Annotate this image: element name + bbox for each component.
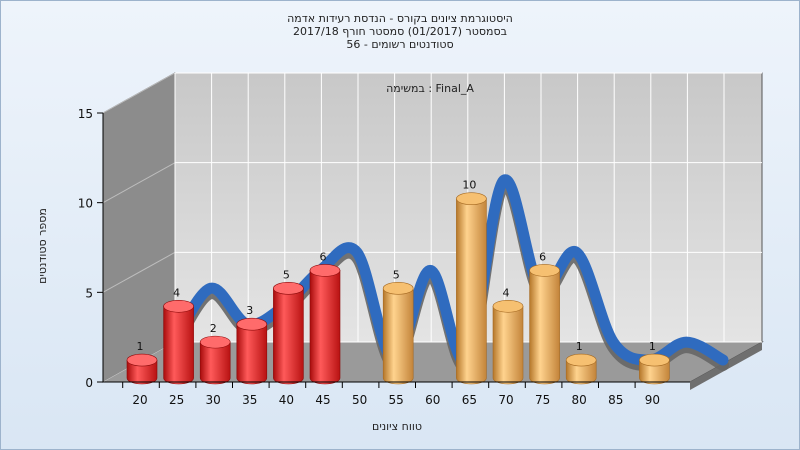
bar-top-35 xyxy=(236,317,268,331)
y-tick-label-2: 10 xyxy=(78,197,93,211)
wall-gridline-2 xyxy=(102,162,176,204)
chart-subtitle-1: בסמסטר (01/2017) סמסטר חורף 2017/18 xyxy=(293,25,507,38)
chart-title: היסטוגרמת ציונים בקורס - הנדסת רעידות אד… xyxy=(287,12,513,25)
y-tick-label-1: 5 xyxy=(85,286,93,300)
bar-body-35 xyxy=(236,323,268,385)
data-label-70: 4 xyxy=(503,286,510,299)
x-tick-label-60: 60 xyxy=(425,393,440,407)
bar-45: 6 xyxy=(309,250,341,385)
data-label-20: 1 xyxy=(137,340,144,353)
x-tick-label-65: 65 xyxy=(462,393,477,407)
bar-80: 1 xyxy=(565,340,597,385)
bar-body-65 xyxy=(456,198,487,385)
x-tick-label-90: 90 xyxy=(645,393,660,407)
y-axis-label: מספר סטודנטים xyxy=(36,208,49,284)
bar-90: 1 xyxy=(639,340,670,385)
bar-body-55 xyxy=(382,288,414,385)
data-label-55: 5 xyxy=(393,268,400,281)
data-label-65: 10 xyxy=(462,179,476,192)
bar-body-75 xyxy=(529,270,560,385)
data-label-75: 6 xyxy=(539,250,546,263)
bar-55: 5 xyxy=(382,268,414,385)
data-label-25: 4 xyxy=(173,286,180,299)
wall-gridline-3 xyxy=(102,72,176,114)
data-label-40: 5 xyxy=(283,268,290,281)
x-tick-label-20: 20 xyxy=(132,393,147,407)
bar-top-55 xyxy=(382,282,414,295)
bar-body-30 xyxy=(199,341,231,385)
bar-65: 10 xyxy=(456,179,487,385)
data-label-30: 2 xyxy=(210,322,217,335)
bar-body-80 xyxy=(565,359,597,385)
x-axis-label: טווח ציונים xyxy=(372,420,422,433)
x-tick-label-85: 85 xyxy=(608,393,623,407)
x-tick-label-30: 30 xyxy=(206,393,221,407)
data-label-80: 1 xyxy=(576,340,583,353)
bar-top-40 xyxy=(273,282,304,295)
x-tick-label-45: 45 xyxy=(315,393,330,407)
bar-25: 4 xyxy=(163,286,194,385)
x-tick-label-35: 35 xyxy=(242,393,257,407)
bar-30: 2 xyxy=(199,322,231,385)
bar-top-90 xyxy=(639,353,670,367)
bar-75: 6 xyxy=(529,250,560,385)
bar-top-25 xyxy=(163,299,194,313)
bar-top-45 xyxy=(309,264,341,277)
bar-top-20 xyxy=(126,353,158,367)
bar-body-70 xyxy=(492,305,524,385)
bar-body-20 xyxy=(126,359,158,385)
x-tick-label-70: 70 xyxy=(498,393,513,407)
x-tick-label-80: 80 xyxy=(572,393,587,407)
data-label-35: 3 xyxy=(246,304,253,317)
bar-top-65 xyxy=(456,192,487,205)
bar-body-25 xyxy=(163,305,194,385)
x-tick-label-75: 75 xyxy=(535,393,550,407)
bar-body-45 xyxy=(309,270,341,385)
data-label-90: 1 xyxy=(649,340,656,353)
y-tick-label-3: 15 xyxy=(78,107,93,121)
chart-subtitle-2: סטודנטים רשומים - 56 xyxy=(346,38,454,51)
x-tick-label-55: 55 xyxy=(389,393,404,407)
bar-top-70 xyxy=(492,299,524,313)
y-tick-label-0: 0 xyxy=(85,376,93,390)
data-label-45: 6 xyxy=(320,250,327,263)
bar-top-80 xyxy=(565,353,597,367)
bar-top-75 xyxy=(529,264,560,277)
bar-20: 1 xyxy=(126,340,158,385)
bar-top-30 xyxy=(199,335,231,349)
wall-gridline-1 xyxy=(102,251,176,293)
x-tick-label-50: 50 xyxy=(352,393,367,407)
x-tick-label-25: 25 xyxy=(169,393,184,407)
bar-35: 3 xyxy=(236,304,268,385)
chart-annotation: במשימה : Final_A xyxy=(386,82,474,95)
bar-body-90 xyxy=(639,359,670,385)
x-tick-label-40: 40 xyxy=(279,393,294,407)
bar-body-40 xyxy=(273,288,304,385)
bar-40: 5 xyxy=(273,268,304,385)
bar-70: 4 xyxy=(492,286,524,385)
